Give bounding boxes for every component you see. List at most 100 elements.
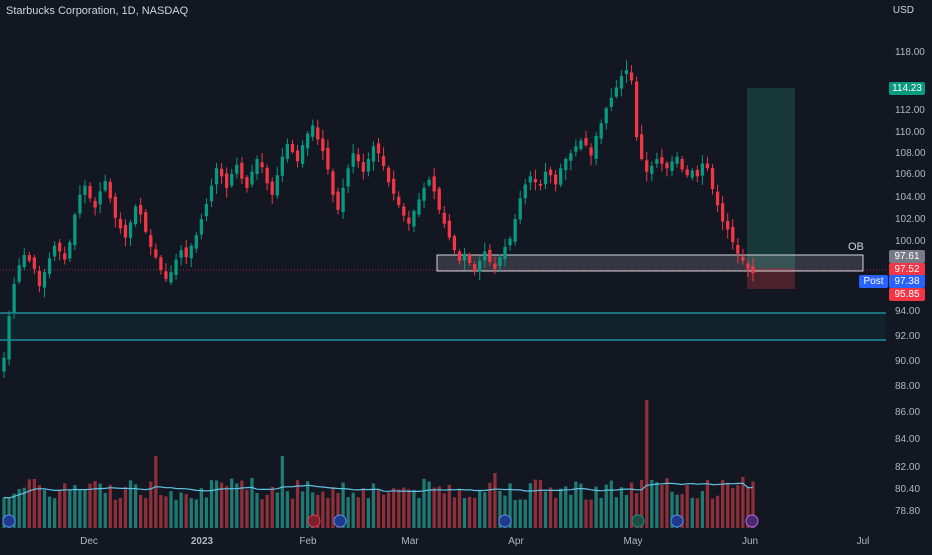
candle-body — [447, 220, 451, 238]
volume-bar — [579, 483, 583, 528]
volume-bar — [427, 481, 431, 528]
candle-body — [564, 159, 568, 171]
volume-bar — [321, 491, 325, 528]
volume-bar — [149, 481, 153, 528]
split-lightning-icon[interactable] — [745, 514, 759, 528]
dividend-marker-icon[interactable] — [498, 514, 512, 528]
price-axis[interactable]: 118.00 112.00 110.00 108.00 106.00 104.00 102.… — [895, 47, 926, 517]
volume-bar — [700, 491, 705, 528]
volume-bar — [553, 497, 558, 528]
post-market-label: Post — [859, 275, 888, 288]
volume-bar — [397, 489, 401, 528]
candle-body — [402, 206, 406, 216]
volume-bar — [604, 484, 608, 528]
candle-body — [645, 160, 649, 172]
volume-bar — [230, 478, 234, 528]
volume-bar — [533, 479, 538, 528]
price-axis-label: 88.00 — [895, 381, 920, 392]
candle-body — [574, 146, 578, 152]
stop-loss-zone[interactable] — [747, 268, 795, 289]
dividend-marker-icon[interactable] — [2, 514, 16, 528]
volume-bar — [341, 482, 345, 528]
volume-bar — [336, 492, 340, 528]
volume-bar — [386, 492, 391, 528]
candle-body — [290, 143, 295, 153]
candle-body — [7, 316, 11, 360]
earnings-marker-icon[interactable] — [307, 514, 321, 528]
candle-body — [361, 162, 365, 172]
candle-body — [442, 212, 446, 224]
support-zone[interactable] — [0, 313, 886, 340]
order-block-label: OB — [848, 241, 864, 253]
candle-body — [513, 219, 517, 242]
volume-bar — [726, 483, 730, 528]
candle-body — [705, 163, 710, 169]
price-tag: 97.38 — [889, 275, 925, 288]
volume-bar — [174, 499, 178, 528]
candle-body — [690, 170, 694, 178]
candle-body — [720, 203, 725, 222]
price-axis-label: 78.80 — [895, 506, 920, 517]
profit-target-zone[interactable] — [747, 88, 795, 268]
candle-body — [12, 283, 16, 314]
dividend-marker-icon[interactable] — [670, 514, 684, 528]
candle-body — [260, 162, 264, 168]
volume-bar — [680, 493, 684, 528]
candle-body — [245, 177, 249, 188]
volume-bar — [705, 479, 710, 528]
volume-bar — [311, 492, 315, 528]
candle-body — [285, 144, 290, 160]
volume-bar — [63, 483, 67, 528]
candle-body — [184, 247, 188, 258]
candle-body — [316, 127, 320, 140]
volume-bar — [300, 491, 305, 528]
candle-body — [569, 153, 573, 161]
candle-body — [614, 87, 619, 97]
volume-bar — [209, 480, 214, 528]
candle-body — [52, 245, 57, 257]
candle-body — [255, 159, 259, 175]
volume-bar — [331, 487, 335, 528]
volume-bar — [47, 496, 52, 528]
price-tag: 97.61 — [889, 250, 925, 263]
earnings-marker-icon[interactable] — [631, 514, 645, 528]
time-axis[interactable]: Dec 2023 Feb Mar Apr May Jun Jul — [80, 536, 869, 547]
candle-body — [326, 147, 330, 170]
candle-body — [538, 184, 543, 186]
candle-body — [559, 168, 563, 185]
candle-body — [27, 254, 31, 261]
volume-bar — [78, 490, 82, 528]
dividend-marker-icon[interactable] — [333, 514, 347, 528]
price-axis-label: 82.00 — [895, 462, 920, 473]
candle-body — [427, 179, 431, 186]
candle-body — [665, 162, 669, 169]
currency-label[interactable]: USD — [892, 5, 914, 16]
candle-body — [599, 123, 603, 139]
candle-body — [199, 219, 204, 235]
candle-body — [528, 176, 532, 183]
volume-bar — [164, 496, 168, 528]
time-axis-label: Apr — [508, 536, 524, 547]
volume-bar — [366, 498, 371, 528]
candle-body — [204, 204, 209, 217]
volume-bar — [543, 491, 548, 528]
volume-bar — [432, 487, 436, 528]
price-axis-label: 108.00 — [895, 148, 926, 159]
volume-bar — [7, 498, 11, 528]
price-axis-label: 104.00 — [895, 192, 926, 203]
volume-bar — [250, 478, 254, 528]
volume-bar — [483, 492, 487, 528]
candle-body — [726, 220, 730, 230]
volume-bar — [169, 491, 173, 528]
candle-body — [731, 226, 735, 243]
order-block-box[interactable] — [436, 254, 864, 272]
volume-bar — [493, 473, 497, 528]
candle-body — [503, 246, 507, 260]
candle-body — [437, 188, 441, 210]
symbol-title[interactable]: Starbucks Corporation, 1D, NASDAQ — [6, 5, 189, 17]
volume-bar — [594, 486, 598, 528]
candle-body — [311, 125, 315, 137]
candle-body — [63, 253, 67, 260]
